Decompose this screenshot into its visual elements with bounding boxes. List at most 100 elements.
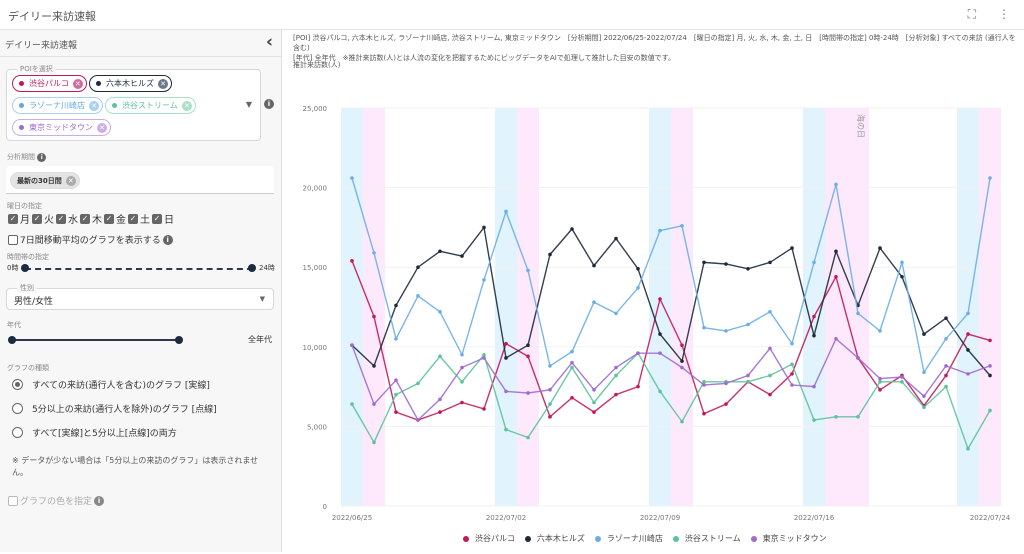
data-point[interactable] [834, 274, 838, 279]
legend-item[interactable]: 渋谷ストリーム [672, 533, 741, 544]
data-point[interactable] [394, 378, 398, 383]
data-point[interactable] [746, 266, 750, 271]
data-point[interactable] [438, 309, 442, 314]
series-line[interactable] [351, 337, 991, 422]
data-point[interactable] [680, 224, 684, 228]
data-point[interactable] [504, 356, 508, 360]
data-point[interactable] [482, 225, 486, 230]
legend-item[interactable]: 六本木ヒルズ [524, 533, 585, 544]
data-point[interactable] [636, 286, 640, 290]
data-point[interactable] [504, 341, 508, 346]
data-point[interactable] [768, 309, 772, 314]
data-point[interactable] [790, 246, 794, 250]
remove-chip-icon[interactable]: ✕ [72, 78, 83, 89]
data-point[interactable] [944, 373, 948, 378]
info-icon[interactable]: i [162, 234, 173, 245]
data-point[interactable] [482, 278, 486, 282]
data-point[interactable] [482, 352, 486, 357]
data-point[interactable] [966, 348, 970, 352]
data-point[interactable] [438, 397, 442, 402]
data-point[interactable] [878, 380, 882, 384]
data-point[interactable] [636, 384, 640, 389]
period-select[interactable]: 最新の30日間 ✕ [6, 166, 274, 194]
data-point[interactable] [988, 338, 992, 343]
moving-average-checkbox[interactable] [8, 234, 18, 245]
data-point[interactable] [548, 402, 552, 406]
data-point[interactable] [988, 408, 992, 413]
data-point[interactable] [416, 265, 420, 269]
remove-chip-icon[interactable]: ✕ [181, 100, 192, 111]
data-point[interactable] [460, 352, 464, 357]
data-point[interactable] [350, 176, 354, 180]
data-point[interactable] [438, 249, 442, 254]
data-point[interactable] [592, 300, 596, 305]
data-point[interactable] [372, 440, 376, 445]
age-range-track[interactable] [12, 339, 180, 341]
data-point[interactable] [482, 407, 486, 411]
checkbox-wed[interactable]: ✓ [56, 213, 66, 224]
data-point[interactable] [702, 260, 706, 265]
poi-chip-shibuya-stream[interactable]: 渋谷ストリーム ✕ [105, 97, 196, 114]
data-point[interactable] [944, 316, 948, 320]
data-point[interactable] [878, 387, 882, 392]
data-point[interactable] [812, 260, 816, 265]
data-point[interactable] [658, 389, 662, 394]
remove-chip-icon[interactable]: ✕ [97, 122, 107, 133]
checkbox-sun[interactable]: ✓ [152, 213, 162, 224]
checkbox-fri[interactable]: ✓ [104, 213, 114, 224]
data-point[interactable] [702, 325, 706, 330]
data-point[interactable] [878, 246, 882, 250]
color-spec-checkbox[interactable] [8, 495, 18, 506]
remove-chip-icon[interactable]: ✕ [65, 175, 76, 186]
data-point[interactable] [922, 370, 926, 375]
info-icon[interactable]: i [94, 495, 105, 506]
data-point[interactable] [790, 372, 794, 376]
radio-button[interactable] [12, 403, 23, 414]
remove-chip-icon[interactable]: ✕ [89, 100, 99, 111]
data-point[interactable] [548, 415, 552, 419]
poi-chip-shibuya-parco[interactable]: 渋谷パルコ ✕ [12, 75, 87, 92]
data-point[interactable] [482, 356, 486, 360]
data-point[interactable] [724, 329, 728, 333]
data-point[interactable] [526, 435, 530, 440]
data-point[interactable] [658, 351, 662, 355]
data-point[interactable] [570, 227, 574, 231]
data-point[interactable] [724, 262, 728, 266]
data-point[interactable] [988, 176, 992, 180]
age-min-handle[interactable] [8, 336, 16, 344]
data-point[interactable] [944, 364, 948, 368]
legend-item[interactable]: ラゾーナ川崎店 [594, 533, 663, 544]
data-point[interactable] [592, 387, 596, 392]
poi-select[interactable]: POIを選択 渋谷パルコ ✕ 六本木ヒルズ ✕ ラゾーナ川崎店 ✕ 渋谷ストリー… [6, 64, 261, 141]
data-point[interactable] [658, 297, 662, 301]
data-point[interactable] [724, 402, 728, 406]
data-point[interactable] [438, 354, 442, 359]
data-point[interactable] [966, 311, 970, 316]
data-point[interactable] [812, 418, 816, 422]
data-point[interactable] [900, 274, 904, 279]
data-point[interactable] [438, 410, 442, 414]
data-point[interactable] [856, 356, 860, 360]
data-point[interactable] [636, 266, 640, 271]
data-point[interactable] [680, 359, 684, 363]
data-point[interactable] [526, 343, 530, 348]
data-point[interactable] [372, 364, 376, 368]
series-line[interactable] [351, 225, 991, 376]
data-point[interactable] [724, 381, 728, 386]
radio-both[interactable]: すべて[実線]と5分以上[点線]の両方 [12, 426, 177, 439]
data-point[interactable] [504, 389, 508, 394]
data-point[interactable] [526, 268, 530, 273]
data-point[interactable] [746, 373, 750, 378]
time-min-handle[interactable] [21, 264, 29, 272]
data-point[interactable] [570, 365, 574, 370]
data-point[interactable] [834, 415, 838, 419]
data-point[interactable] [460, 400, 464, 405]
data-point[interactable] [548, 364, 552, 368]
data-point[interactable] [372, 251, 376, 255]
data-point[interactable] [922, 394, 926, 398]
data-point[interactable] [966, 332, 970, 336]
data-point[interactable] [702, 383, 706, 387]
data-point[interactable] [614, 392, 618, 397]
time-max-handle[interactable] [248, 264, 256, 272]
chevron-left-icon[interactable]: ‹ [265, 32, 273, 52]
